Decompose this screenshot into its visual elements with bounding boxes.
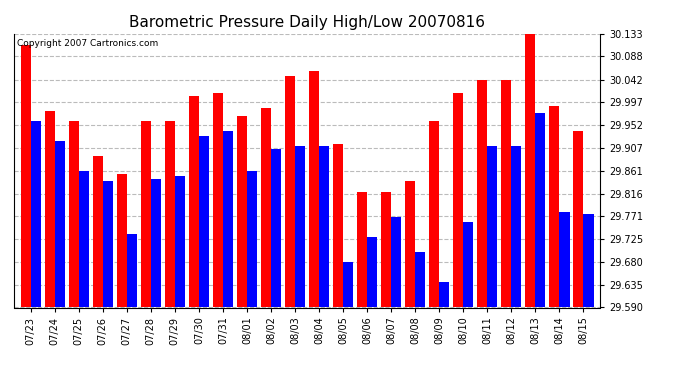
Bar	[584, 214, 593, 308]
Bar	[295, 146, 305, 308]
Bar	[45, 111, 55, 308]
Bar	[117, 174, 127, 308]
Text: Copyright 2007 Cartronics.com: Copyright 2007 Cartronics.com	[17, 39, 158, 48]
Bar	[333, 144, 343, 308]
Bar	[68, 121, 79, 308]
Bar	[309, 70, 319, 308]
Bar	[463, 222, 473, 308]
Bar	[213, 93, 223, 308]
Bar	[92, 156, 103, 308]
Bar	[573, 131, 584, 308]
Bar	[453, 93, 463, 308]
Bar	[343, 262, 353, 308]
Bar	[381, 192, 391, 308]
Bar	[391, 217, 402, 308]
Bar	[103, 182, 113, 308]
Title: Barometric Pressure Daily High/Low 20070816: Barometric Pressure Daily High/Low 20070…	[129, 15, 485, 30]
Bar	[405, 182, 415, 308]
Bar	[367, 237, 377, 308]
Bar	[21, 45, 30, 308]
Bar	[175, 176, 185, 308]
Bar	[223, 131, 233, 308]
Bar	[199, 136, 209, 308]
Bar	[429, 121, 440, 308]
Bar	[151, 179, 161, 308]
Bar	[477, 80, 487, 308]
Bar	[127, 234, 137, 308]
Bar	[319, 146, 329, 308]
Bar	[141, 121, 151, 308]
Bar	[501, 80, 511, 308]
Bar	[357, 192, 367, 308]
Bar	[511, 146, 522, 308]
Bar	[525, 34, 535, 308]
Bar	[549, 106, 560, 308]
Bar	[55, 141, 65, 308]
Bar	[247, 171, 257, 308]
Bar	[415, 252, 425, 308]
Bar	[30, 121, 41, 308]
Bar	[271, 149, 281, 308]
Bar	[487, 146, 497, 308]
Bar	[440, 282, 449, 308]
Bar	[535, 113, 546, 308]
Bar	[165, 121, 175, 308]
Bar	[261, 108, 271, 307]
Bar	[285, 76, 295, 307]
Bar	[560, 212, 569, 308]
Bar	[189, 96, 199, 308]
Bar	[79, 171, 89, 308]
Bar	[237, 116, 247, 308]
